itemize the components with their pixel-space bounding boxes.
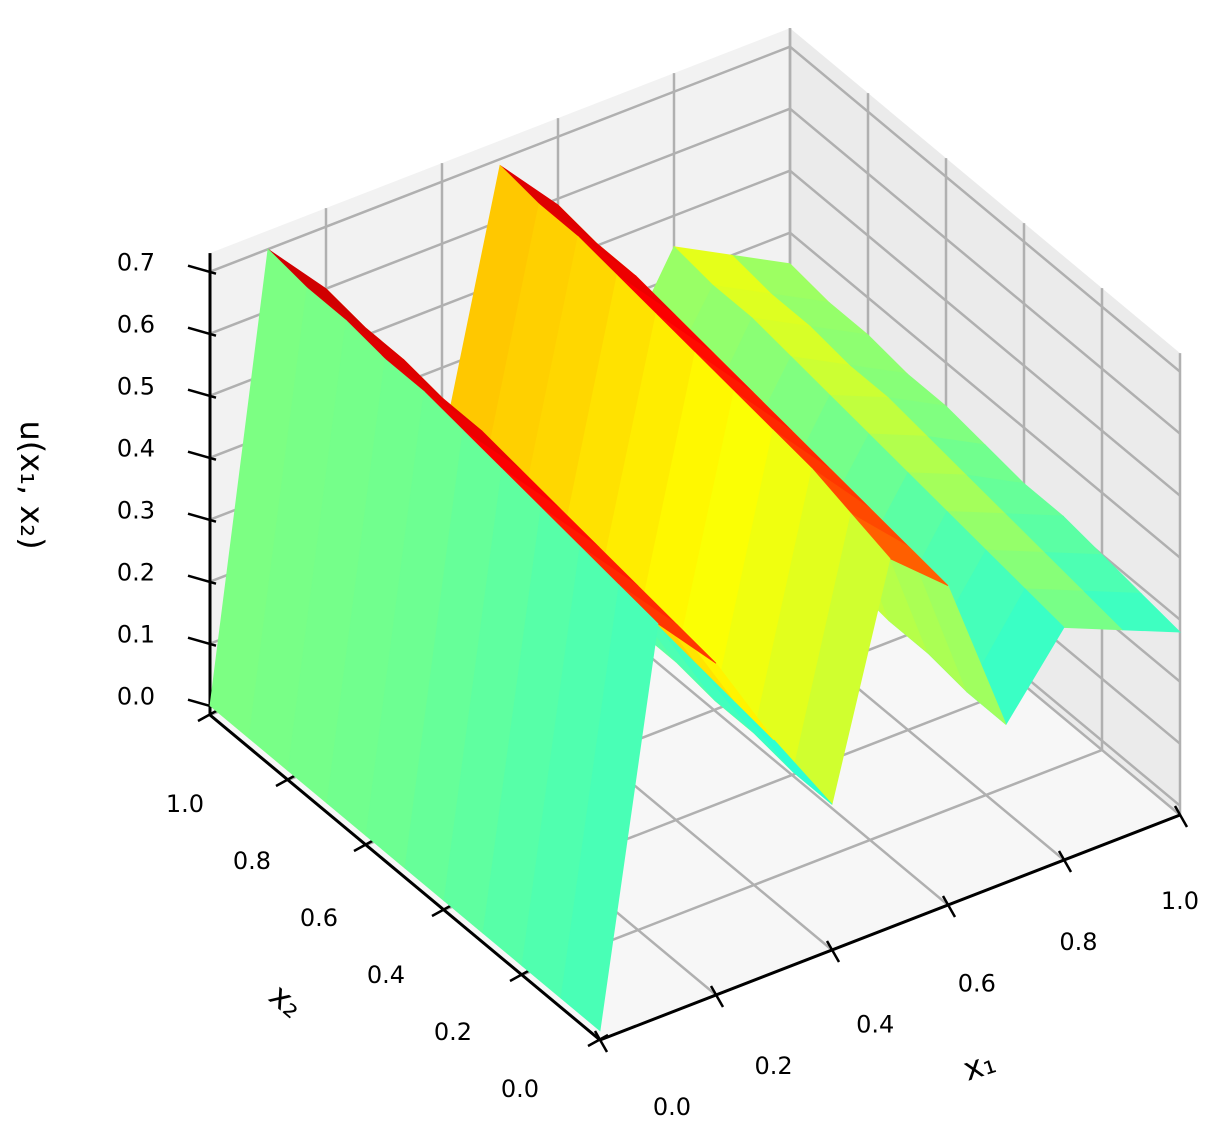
x-tick-label: 0.8	[1059, 928, 1097, 956]
axes	[187, 253, 1189, 1053]
z-tick-label: 0.1	[117, 621, 155, 649]
z-tick-label: 0.4	[117, 435, 155, 463]
z-tick-label: 0.3	[117, 497, 155, 525]
grid-line	[209, 169, 1181, 497]
y-tick	[275, 773, 297, 788]
y-tick-label: 0.8	[233, 847, 271, 875]
y-tick-label: 1.0	[166, 790, 204, 818]
grid-line	[521, 288, 1104, 977]
x-tick-label: 0.6	[958, 969, 996, 997]
z-tick-label: 0.6	[117, 311, 155, 339]
y-tick	[353, 838, 375, 853]
y-tick	[509, 968, 531, 983]
x-axis-label: x₁	[958, 1043, 1000, 1089]
x-tick-label: 0.2	[755, 1052, 793, 1080]
x-tick	[709, 985, 725, 1008]
x-tick-label: 1.0	[1161, 887, 1199, 915]
x-tick-label: 0.4	[856, 1011, 894, 1039]
z-tick-label: 0.5	[117, 373, 155, 401]
x-axis-line	[599, 813, 1181, 1042]
x-tick	[593, 1030, 609, 1053]
y-axis-label: x₂	[262, 976, 311, 1026]
y-tick	[431, 903, 453, 918]
y-axis-line	[209, 713, 601, 1042]
grid-line	[209, 45, 1181, 373]
z-axis-label: u(x₁, x₂)	[13, 420, 51, 549]
grid-line	[209, 107, 1181, 435]
x-tick	[1173, 805, 1189, 828]
x-tick-label: 0.0	[653, 1093, 691, 1121]
y-tick-label: 0.0	[501, 1075, 539, 1103]
surface	[209, 164, 1182, 1032]
z-tick-label: 0.0	[117, 683, 155, 711]
x-tick	[1057, 850, 1073, 873]
z-tick-label: 0.7	[117, 249, 155, 277]
y-tick-label: 0.2	[434, 1018, 472, 1046]
x-tick	[941, 895, 957, 918]
x-tick	[825, 940, 841, 963]
surface-cell	[560, 584, 659, 1032]
z-tick-label: 0.2	[117, 559, 155, 587]
y-tick	[197, 708, 219, 723]
y-tick-label: 0.6	[300, 904, 338, 932]
y-tick-label: 0.4	[367, 961, 405, 989]
